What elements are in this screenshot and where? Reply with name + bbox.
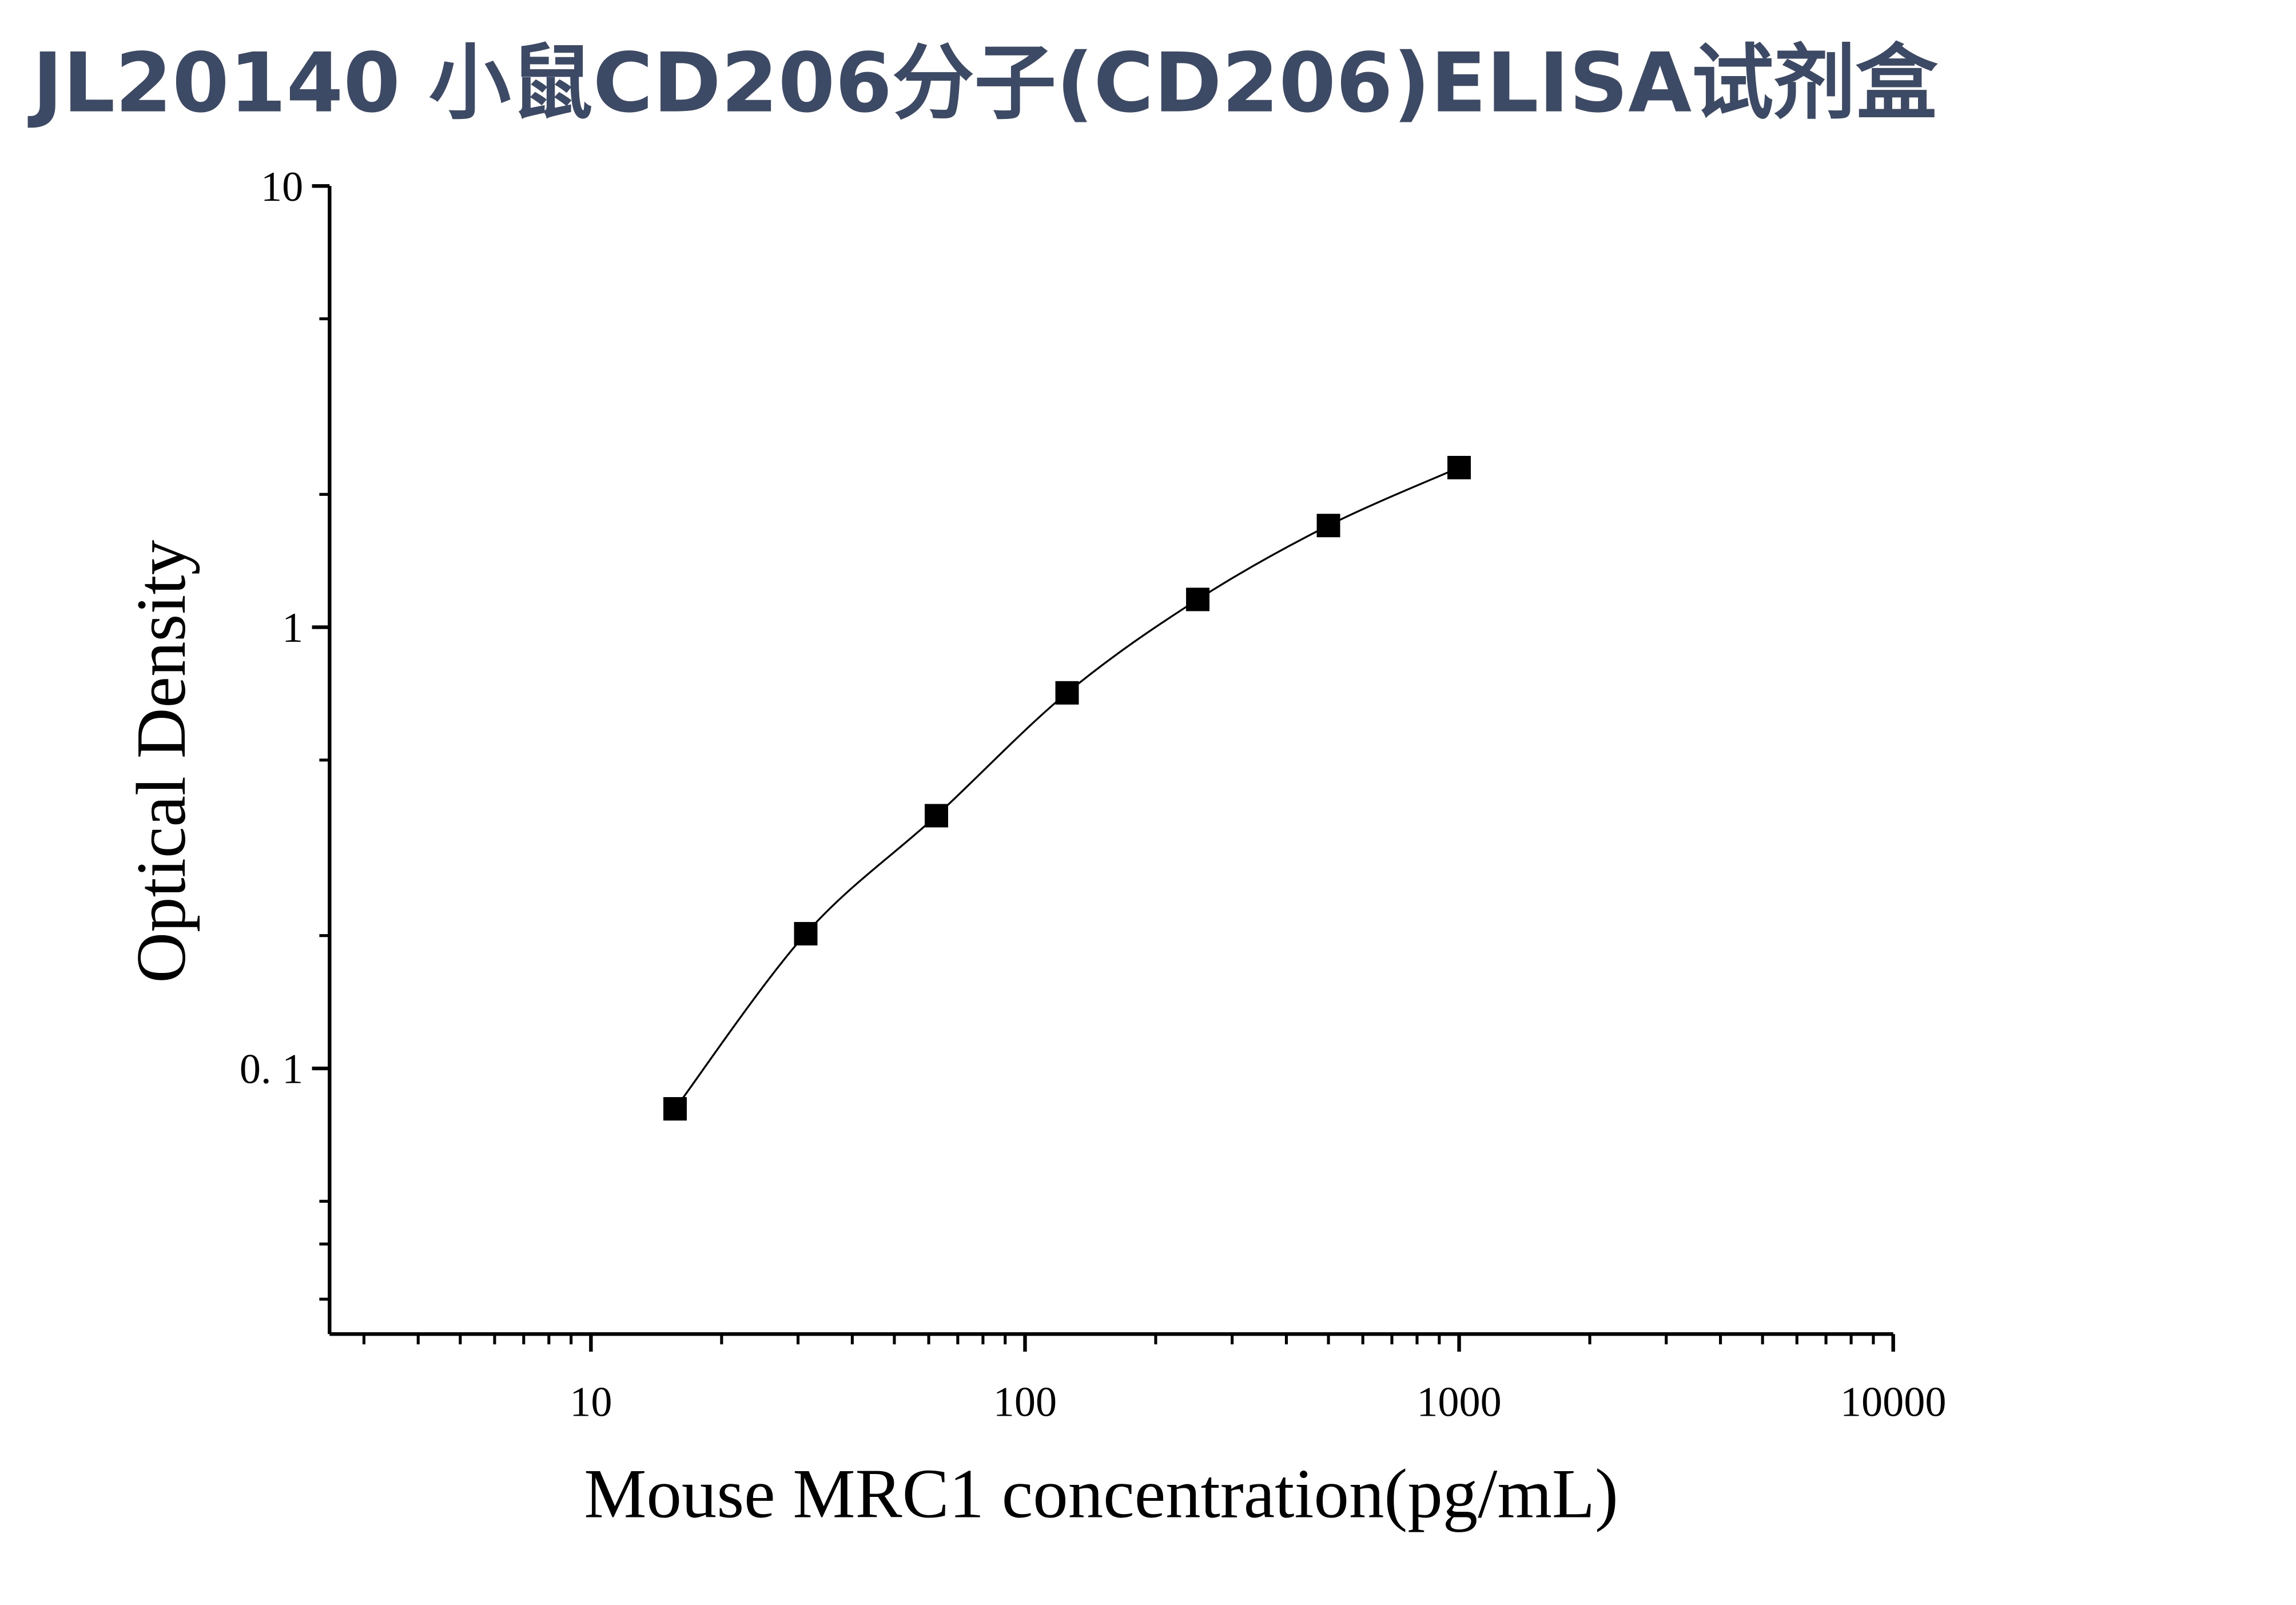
- y-tick-label: 0. 1: [240, 1046, 303, 1093]
- fit-curve: [674, 466, 1460, 1110]
- x-tick-label: 100: [993, 1379, 1057, 1426]
- data-point: [794, 921, 818, 945]
- y-tick-label: 1: [282, 605, 303, 651]
- data-point: [663, 1097, 687, 1121]
- data-point: [925, 804, 948, 828]
- x-tick-label: 10: [570, 1379, 612, 1426]
- y-tick-label: 10: [261, 164, 303, 210]
- x-axis-title: Mouse MRC1 concentration(pg/mL): [584, 1454, 1618, 1532]
- x-tick-label: 1000: [1416, 1379, 1501, 1426]
- data-point: [1447, 456, 1471, 479]
- chart-title: JL20140 小鼠CD206分子(CD206)ELISA试剂盒: [27, 35, 1938, 131]
- y-axis-title: Optical Density: [122, 540, 200, 983]
- data-point: [1186, 587, 1210, 611]
- data-point: [1055, 681, 1079, 705]
- data-point: [1316, 514, 1340, 538]
- x-tick-label: 10000: [1840, 1379, 1947, 1426]
